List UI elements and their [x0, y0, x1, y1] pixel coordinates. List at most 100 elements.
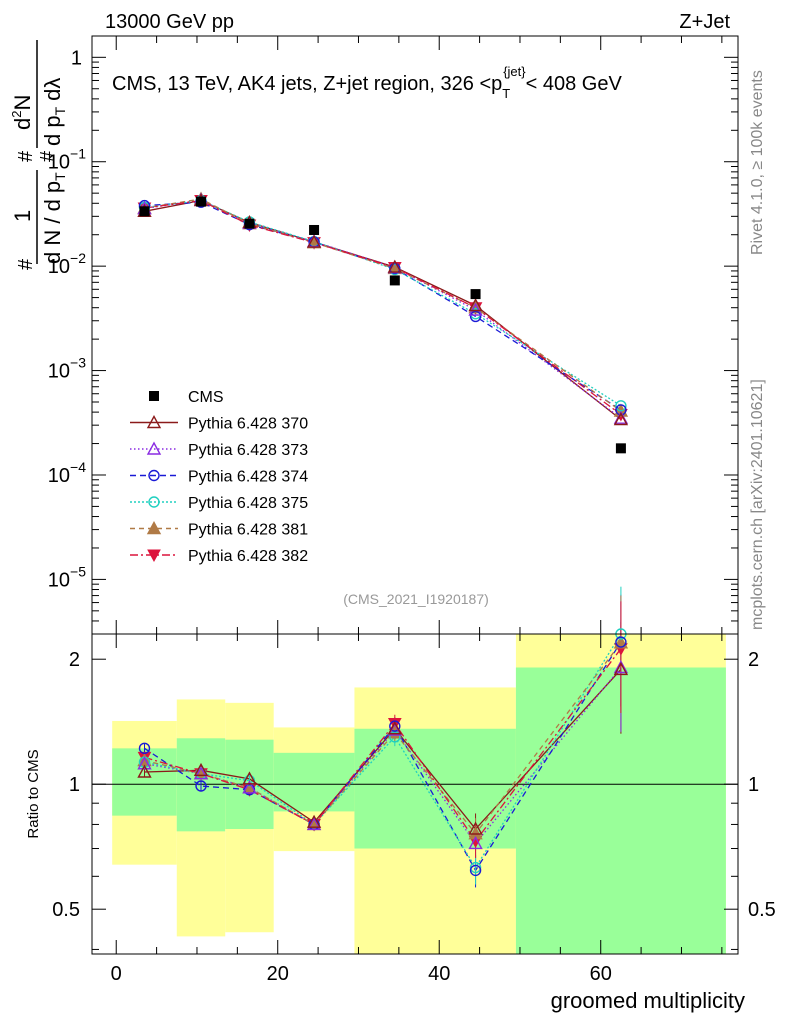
- legend-label: CMS: [188, 389, 224, 406]
- legend-label: Pythia 6.428 382: [188, 548, 308, 565]
- header-right-label: Z+Jet: [679, 11, 730, 33]
- legend-marker-swatch: [148, 469, 160, 482]
- main-y-axis: 1 10−1 10−2 10−3 10−4 10−5: [48, 47, 738, 635]
- y-label-denominator-2: d pTdλ: [40, 78, 68, 146]
- main-series-line: [144, 198, 622, 412]
- ratio-series-point: [468, 835, 483, 850]
- legend-marker-swatch: [146, 441, 162, 455]
- cms-data-point: [139, 206, 150, 217]
- legend-label: Pythia 6.428 373: [188, 442, 308, 459]
- main-series-point: [613, 412, 629, 426]
- cms-data-point: [470, 289, 481, 300]
- chart-title-sup: {jet}: [503, 64, 526, 79]
- legend-entry: Pythia 6.428 375: [130, 495, 308, 512]
- ratio-inner-band: [273, 752, 355, 812]
- ratio-series-point: [193, 762, 209, 777]
- main-series-point: [469, 310, 482, 323]
- main-y-tick-label: 10−1: [48, 146, 86, 174]
- cms-data-point: [389, 275, 400, 286]
- ratio-y-axis: 0.5 0.5 1 1 2 2: [52, 649, 776, 950]
- ratio-series-point: [242, 780, 257, 794]
- main-series-point: [306, 234, 322, 248]
- main-series-line: [144, 199, 622, 419]
- cms-data-point: [309, 224, 320, 235]
- ratio-y-tick-label-right: 0.5: [748, 899, 776, 921]
- legend-marker-swatch: [149, 391, 159, 401]
- main-y-tick-label: 10−2: [48, 250, 86, 278]
- main-series-line: [144, 199, 622, 415]
- ratio-y-tick-label: 1: [69, 774, 80, 796]
- ratio-series-point: [138, 742, 151, 755]
- y-label-hash-3: #: [37, 150, 59, 162]
- chart-title-sub: T: [502, 86, 510, 101]
- main-x-ticks: [115, 36, 723, 634]
- ratio-series-point: [306, 816, 322, 831]
- legend-entry: Pythia 6.428 370: [130, 415, 308, 433]
- main-y-tick-label: 10−4: [48, 459, 86, 487]
- legend-marker-swatch: [147, 549, 161, 563]
- y-label-denominator-1: d N / d pT: [40, 172, 68, 264]
- ratio-series-point: [613, 660, 629, 674]
- rivet-version-label: Rivet 4.1.0, ≥ 100k events: [749, 70, 766, 255]
- main-series-line: [144, 201, 622, 411]
- mcplots-label: mcplots.cern.ch [arXiv:2401.10621]: [749, 379, 766, 630]
- ratio-y-tick-label: 2: [69, 649, 80, 671]
- ratio-series-point: [469, 861, 482, 874]
- ratio-series-point: [389, 720, 401, 732]
- main-y-tick-label: 1: [71, 47, 82, 69]
- ratio-x-axis: 0 20 40 60: [111, 634, 723, 985]
- legend-entry: Pythia 6.428 374: [130, 469, 308, 486]
- main-series-line: [144, 199, 622, 407]
- ratio-series-point: [195, 780, 207, 792]
- ratio-series-point: [193, 766, 209, 780]
- ratio-inner-band: [354, 728, 516, 849]
- ratio-series-point: [469, 864, 482, 877]
- ratio-y-label: Ratio to CMS: [25, 749, 42, 838]
- main-series-line: [144, 199, 622, 421]
- analysis-watermark: (CMS_2021_I1920187): [343, 591, 489, 607]
- main-y-label: # 1 d N / d pT # # d2N d pTdλ: [9, 40, 68, 270]
- main-y-tick-label: 10−3: [48, 355, 86, 383]
- ratio-series-point: [615, 636, 627, 648]
- legend-label: Pythia 6.428 381: [188, 522, 308, 539]
- legend-label: Pythia 6.428 375: [188, 495, 308, 512]
- legend-marker-swatch: [148, 496, 160, 508]
- x-axis-label: groomed multiplicity: [551, 988, 745, 1013]
- cms-data-point: [615, 443, 626, 454]
- main-plot-frame: [91, 35, 739, 635]
- ratio-y-tick-label: 0.5: [52, 899, 80, 921]
- legend-label: Pythia 6.428 370: [188, 416, 308, 433]
- ratio-series-point: [137, 756, 152, 770]
- y-label-numerator-2: d2N: [9, 95, 35, 130]
- y-label-hash-1: #: [15, 258, 37, 270]
- cms-data-point: [244, 218, 255, 229]
- main-series-point: [389, 262, 401, 275]
- legend-label: Pythia 6.428 374: [188, 469, 308, 486]
- legend-marker-swatch: [146, 521, 162, 535]
- chart-title-main: CMS, 13 TeV, AK4 jets, Z+jet region, 326…: [112, 73, 502, 95]
- main-series-point: [468, 302, 483, 316]
- legend-entry: Pythia 6.428 373: [130, 441, 308, 459]
- ratio-y-tick-label-right: 1: [748, 774, 759, 796]
- main-series-point: [468, 298, 483, 312]
- chart-title-tail: < 408 GeV: [526, 73, 623, 95]
- y-label-hash-2: #: [15, 150, 37, 162]
- cms-data-point: [196, 196, 207, 207]
- legend-entry: Pythia 6.428 381: [130, 521, 308, 539]
- legend: CMS Pythia 6.428 370 Pythia 6.428 373 Pythi…: [130, 389, 308, 565]
- ratio-series-point: [306, 814, 322, 828]
- ratio-series-point: [468, 821, 483, 835]
- x-tick-label: 0: [111, 963, 122, 985]
- ratio-plot-frame: [91, 633, 739, 955]
- header-left-label: 13000 GeV pp: [105, 11, 234, 33]
- ratio-series-point: [387, 721, 402, 735]
- ratio-series-point: [613, 635, 629, 649]
- legend-entry: CMS: [149, 389, 224, 406]
- ratio-panel: 0.5 0.5 1 1 2 2 0 20 40 60 Ratio to CMS groomed …: [25, 586, 776, 1013]
- ratio-uncertainty-bands: [112, 634, 726, 954]
- ratio-series-point: [242, 771, 257, 785]
- x-tick-label: 60: [590, 963, 612, 985]
- legend-entry: Pythia 6.428 382: [130, 548, 308, 565]
- main-data-layer: [137, 191, 629, 454]
